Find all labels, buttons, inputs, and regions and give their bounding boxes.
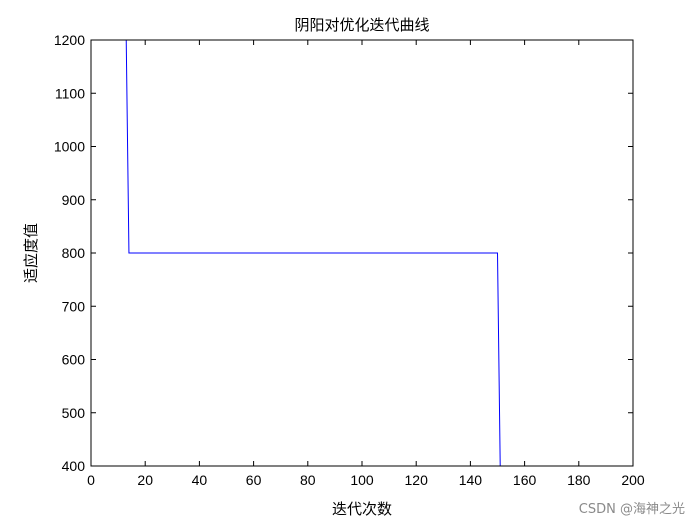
y-tick-label: 600 [62,352,86,368]
x-tick-label: 140 [459,472,483,488]
y-tick-label: 900 [62,192,86,208]
y-tick-label: 1200 [54,32,85,48]
x-tick-label: 0 [87,472,95,488]
x-tick-label: 60 [246,472,262,488]
x-axis-label: 迭代次数 [332,500,392,518]
y-tick-label: 500 [62,405,86,421]
watermark: CSDN @海神之光 [579,502,685,517]
x-tick-label: 120 [405,472,429,488]
y-tick-label: 1000 [54,139,85,155]
x-tick-label: 200 [621,472,645,488]
tick-labels: 0 20 40 60 80 100 120 140 160 180 200 400 500 600 700 8… [54,32,645,488]
x-tick-label: 40 [192,472,208,488]
plot-frame [90,39,634,467]
y-tick-label: 800 [62,245,86,261]
x-tick-label: 80 [300,472,316,488]
x-tick-label: 180 [567,472,591,488]
x-tick-label: 20 [137,472,153,488]
y-axis-label: 适应度值 [22,223,40,283]
x-tick-label: 160 [513,472,537,488]
y-tick-label: 400 [62,458,86,474]
y-tick-label: 1100 [55,85,85,101]
y-tick-label: 700 [62,298,86,314]
chart-title: 阴阳对优化迭代曲线 [294,16,429,34]
x-tick-label: 100 [350,472,374,488]
